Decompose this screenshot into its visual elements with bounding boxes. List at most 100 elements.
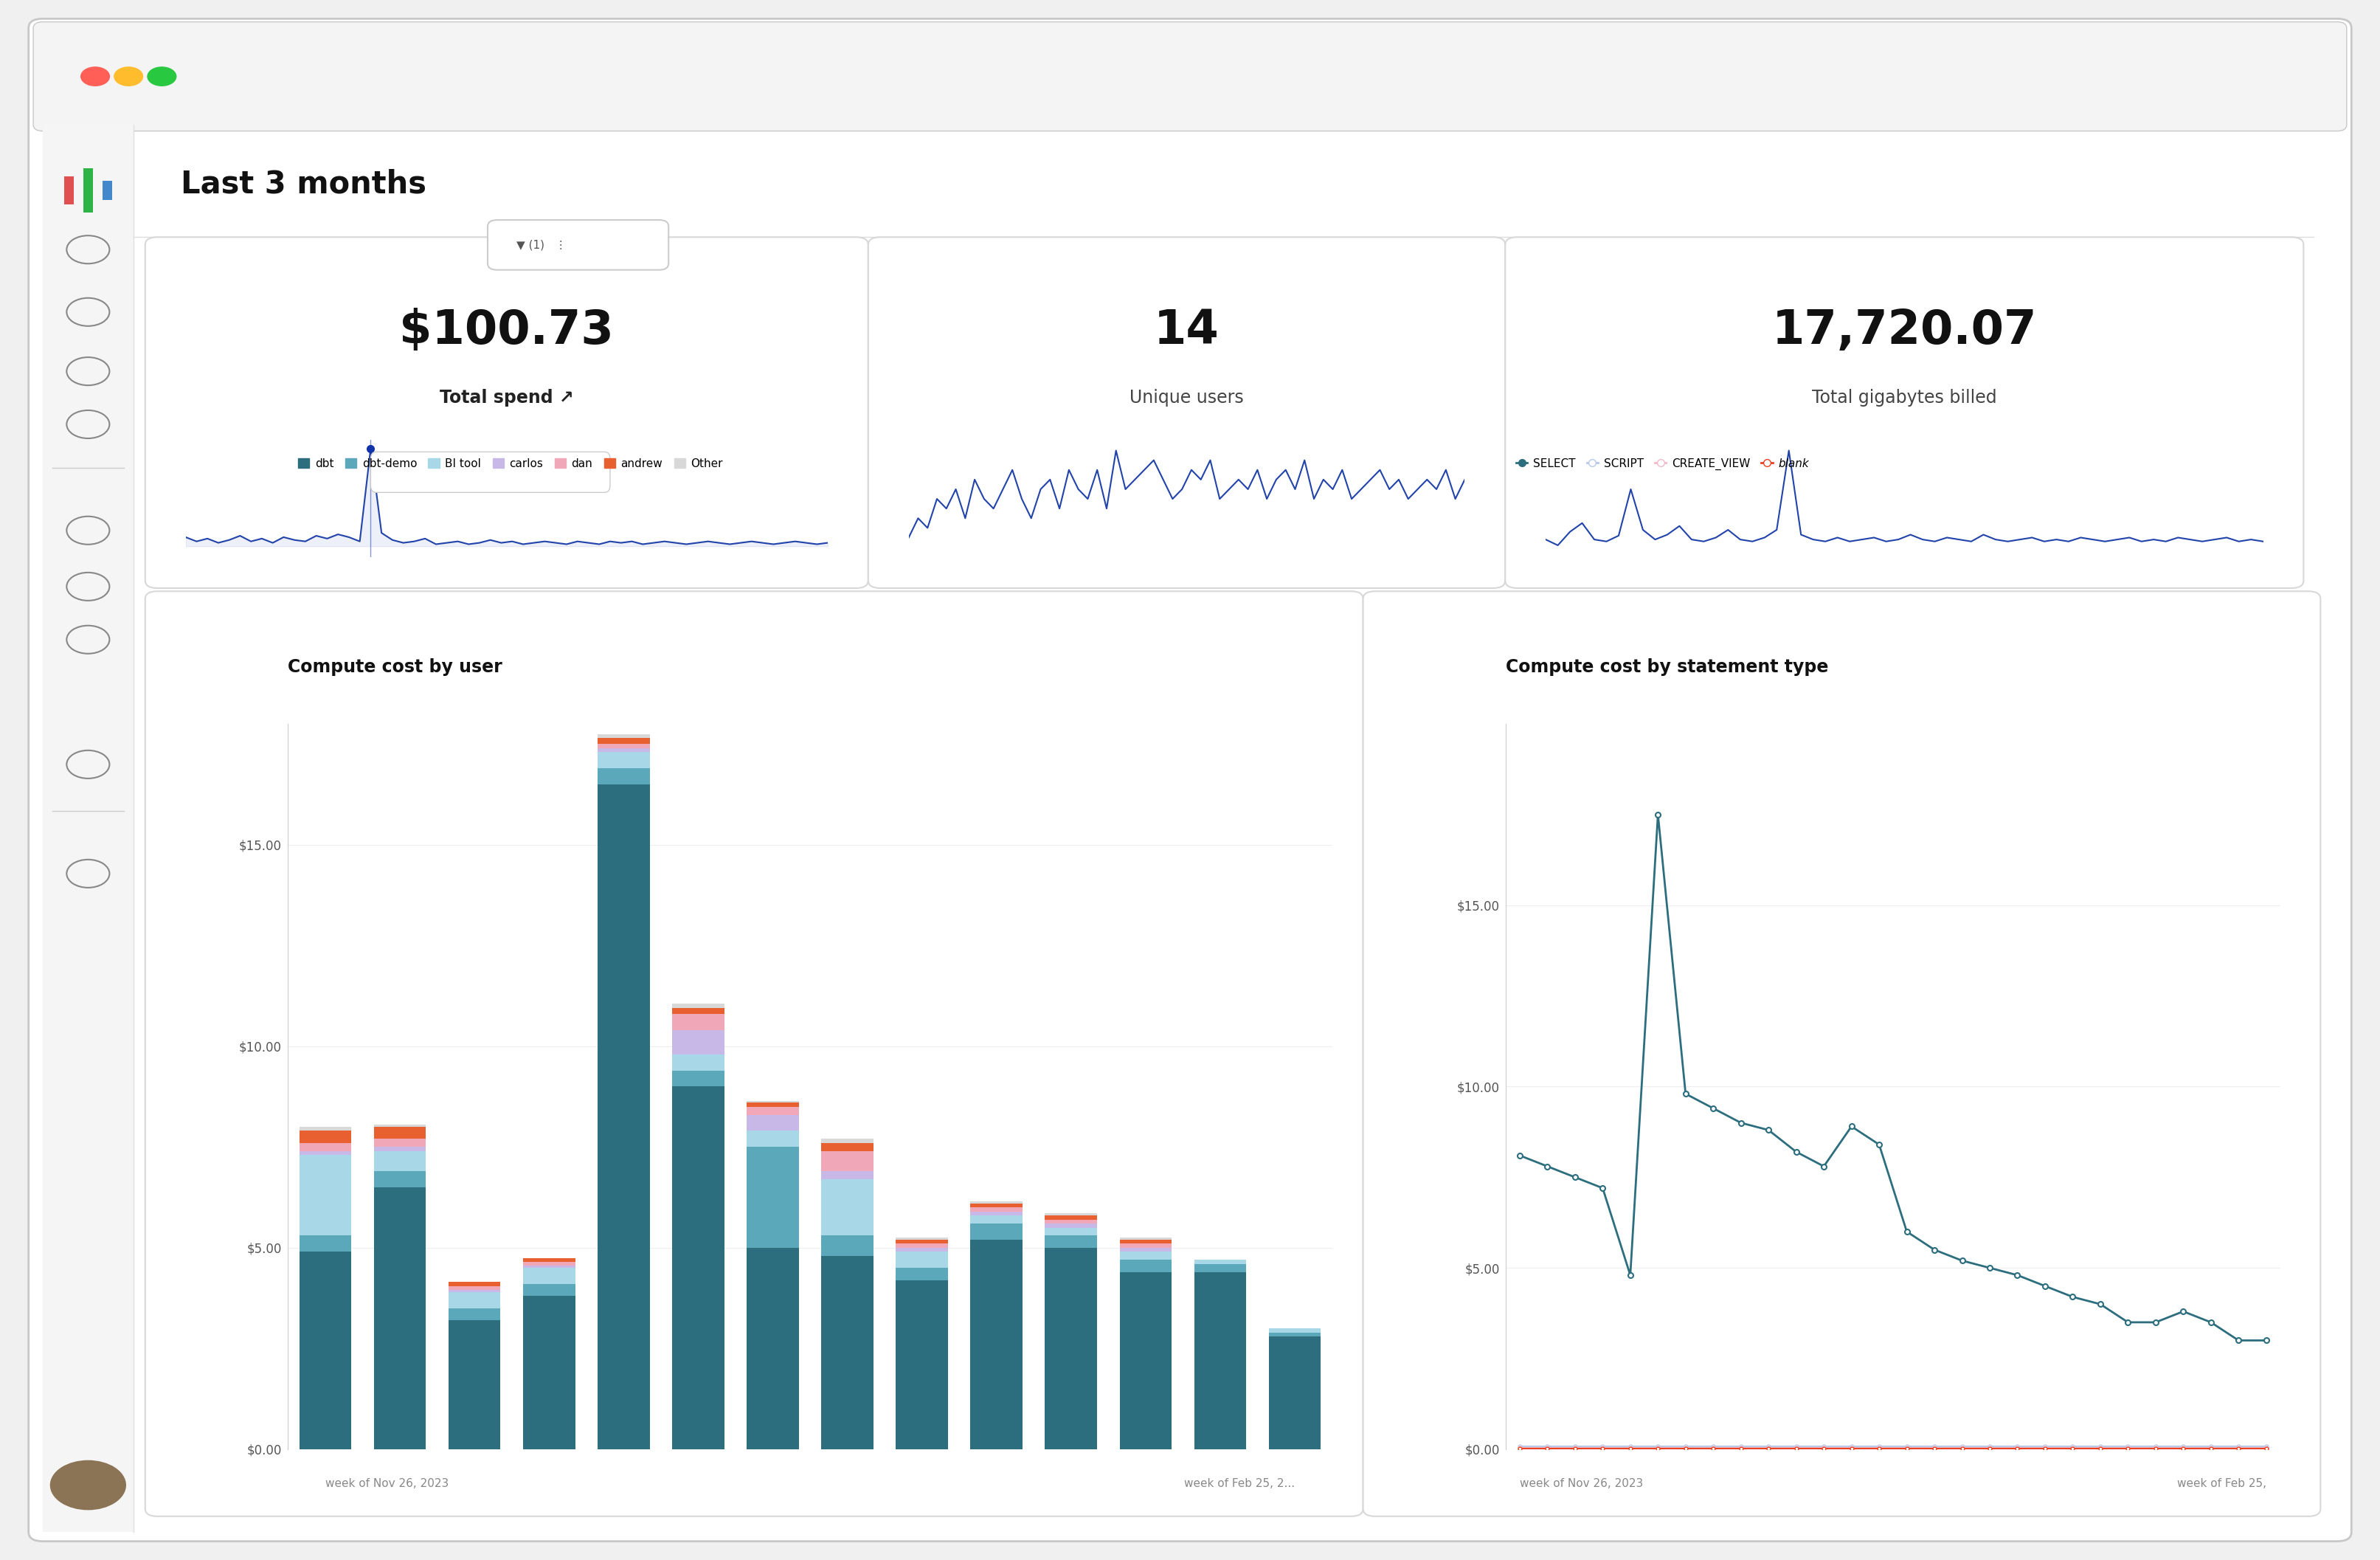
Bar — [1119, 1243, 1171, 1248]
Bar — [1045, 1236, 1097, 1248]
Bar — [971, 1215, 1023, 1223]
FancyBboxPatch shape — [33, 22, 2347, 131]
Bar — [747, 1147, 800, 1248]
Circle shape — [81, 67, 109, 86]
Bar — [971, 1212, 1023, 1215]
Bar — [447, 1290, 500, 1292]
Bar — [821, 1179, 873, 1236]
Bar — [597, 733, 650, 738]
Bar — [1269, 1328, 1321, 1332]
Bar — [747, 1106, 800, 1115]
Bar — [895, 1268, 947, 1279]
Bar — [747, 1101, 800, 1103]
Bar — [447, 1282, 500, 1285]
Bar — [1195, 1264, 1247, 1271]
Circle shape — [114, 67, 143, 86]
FancyBboxPatch shape — [145, 591, 1364, 1516]
Bar — [821, 1151, 873, 1172]
Bar — [895, 1279, 947, 1449]
Bar — [747, 1131, 800, 1147]
Bar — [447, 1320, 500, 1449]
Bar — [747, 1103, 800, 1106]
Bar — [447, 1292, 500, 1309]
Bar — [895, 1248, 947, 1251]
Bar — [1045, 1220, 1097, 1223]
Bar — [374, 1125, 426, 1126]
Bar — [971, 1240, 1023, 1449]
Bar — [971, 1207, 1023, 1212]
Bar — [597, 738, 650, 744]
Text: Total compute cost: Total compute cost — [388, 477, 474, 487]
Bar — [374, 1151, 426, 1172]
Bar — [821, 1172, 873, 1179]
Bar — [1045, 1248, 1097, 1449]
FancyBboxPatch shape — [869, 237, 1504, 588]
Text: Compute cost by statement type: Compute cost by statement type — [1507, 658, 1828, 677]
Circle shape — [148, 67, 176, 86]
FancyBboxPatch shape — [145, 237, 869, 588]
Text: $100.73: $100.73 — [400, 307, 614, 354]
Text: Total gigabytes billed: Total gigabytes billed — [1811, 388, 1997, 407]
Bar — [895, 1237, 947, 1240]
Bar — [671, 1030, 724, 1055]
Bar — [747, 1248, 800, 1449]
Bar — [971, 1203, 1023, 1207]
Text: Last 3 months: Last 3 months — [181, 168, 426, 200]
Text: $7.49: $7.49 — [566, 477, 595, 487]
Bar — [1045, 1214, 1097, 1215]
Text: Timestamp: Timestamp — [388, 463, 438, 473]
Text: Compute cost by user: Compute cost by user — [288, 658, 502, 677]
Bar — [300, 1143, 352, 1151]
Bar — [895, 1240, 947, 1243]
Text: Jan 04, 2024: Jan 04, 2024 — [502, 463, 566, 473]
Text: Total spend ↗: Total spend ↗ — [440, 388, 574, 407]
Bar — [300, 1154, 352, 1236]
Bar — [83, 168, 93, 212]
Bar — [1119, 1248, 1171, 1251]
Bar — [895, 1251, 947, 1268]
Bar — [671, 1086, 724, 1449]
Legend: SELECT, SCRIPT, CREATE_VIEW, blank: SELECT, SCRIPT, CREATE_VIEW, blank — [1511, 454, 1814, 474]
Bar — [524, 1265, 576, 1268]
Bar — [1269, 1337, 1321, 1449]
Text: week of Nov 26, 2023: week of Nov 26, 2023 — [1521, 1479, 1642, 1490]
Bar — [1045, 1223, 1097, 1228]
Bar — [64, 176, 74, 204]
Legend: dbt, dbt-demo, BI tool, carlos, dan, andrew, Other: dbt, dbt-demo, BI tool, carlos, dan, and… — [293, 454, 728, 474]
Bar — [447, 1309, 500, 1320]
Bar — [597, 744, 650, 749]
FancyBboxPatch shape — [488, 220, 669, 270]
Bar — [671, 1055, 724, 1070]
Bar — [1195, 1260, 1247, 1264]
Bar — [821, 1139, 873, 1143]
Bar — [43, 125, 133, 1532]
Bar — [300, 1251, 352, 1449]
Text: 17,720.07: 17,720.07 — [1771, 307, 2037, 354]
Bar — [895, 1243, 947, 1248]
Bar — [597, 749, 650, 752]
Bar — [671, 1070, 724, 1086]
Bar — [374, 1139, 426, 1147]
Text: 14: 14 — [1154, 307, 1219, 354]
Bar — [1119, 1240, 1171, 1243]
Bar — [821, 1143, 873, 1151]
Bar — [300, 1151, 352, 1154]
Bar — [597, 785, 650, 1449]
Bar — [1195, 1271, 1247, 1449]
Bar — [374, 1147, 426, 1151]
Bar — [1119, 1260, 1171, 1271]
Bar — [102, 181, 112, 200]
Bar — [1119, 1237, 1171, 1240]
Text: week of Feb 25,: week of Feb 25, — [2178, 1479, 2266, 1490]
Bar — [374, 1172, 426, 1187]
Bar — [1045, 1228, 1097, 1236]
Bar — [524, 1262, 576, 1265]
Bar — [300, 1131, 352, 1143]
FancyBboxPatch shape — [29, 19, 2351, 1541]
FancyBboxPatch shape — [371, 452, 609, 493]
Bar — [300, 1126, 352, 1131]
FancyBboxPatch shape — [1364, 591, 2320, 1516]
Bar — [524, 1296, 576, 1449]
Bar — [1119, 1251, 1171, 1260]
Bar — [597, 768, 650, 785]
